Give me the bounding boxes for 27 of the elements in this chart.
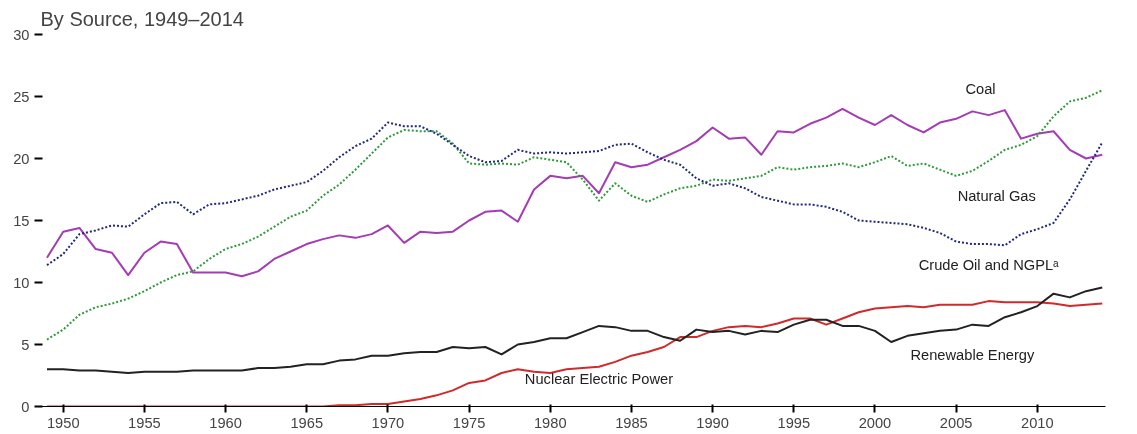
line-series bbox=[45, 286, 1104, 375]
y-tick-label: 15 bbox=[13, 212, 30, 229]
x-tick-label: 1955 bbox=[128, 414, 161, 431]
x-tick-label: 1970 bbox=[371, 414, 405, 431]
x-tick-label: 2010 bbox=[1021, 414, 1054, 431]
x-tick-label: 2000 bbox=[858, 414, 892, 431]
x-tick-label: 1985 bbox=[615, 414, 648, 431]
series-label: Natural Gas bbox=[957, 188, 1036, 205]
y-tick-label: 20 bbox=[13, 150, 30, 167]
series-label: Crude Oil and NGPLᵃ bbox=[918, 256, 1060, 273]
x-tick-label: 2005 bbox=[939, 414, 973, 431]
y-tick-label: 0 bbox=[21, 398, 30, 415]
x-tick-label: 1950 bbox=[46, 414, 80, 431]
x-tick-label: 1980 bbox=[533, 414, 567, 431]
y-tick-label: 30 bbox=[13, 26, 30, 43]
x-tick-label: 1990 bbox=[696, 414, 729, 431]
y-tick-label: 25 bbox=[13, 88, 30, 105]
x-tick-label: 1960 bbox=[209, 414, 242, 431]
series-label: Coal bbox=[965, 80, 996, 97]
x-tick-label: 1965 bbox=[290, 414, 324, 431]
y-tick-label: 10 bbox=[13, 274, 30, 291]
x-tick-label: 1975 bbox=[452, 414, 486, 431]
chart-title: By Source, 1949–2014 bbox=[40, 7, 244, 30]
series-label: Renewable Energy bbox=[910, 347, 1035, 364]
x-tick-label: 1995 bbox=[777, 414, 811, 431]
series-label: Nuclear Electric Power bbox=[524, 370, 674, 387]
y-tick-label: 5 bbox=[21, 336, 30, 353]
